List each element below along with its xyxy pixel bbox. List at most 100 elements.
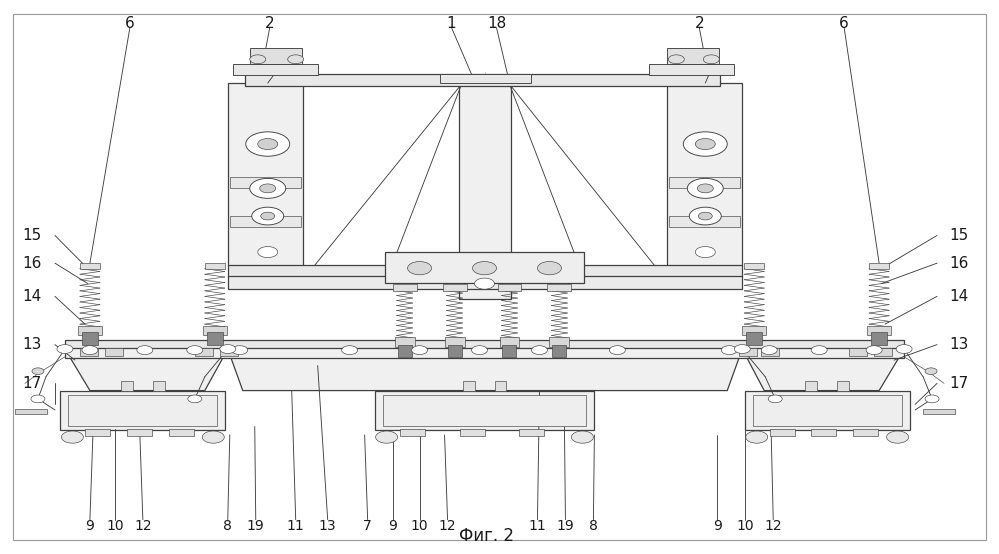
Bar xyxy=(220,348,238,356)
Text: 9: 9 xyxy=(86,519,94,534)
Bar xyxy=(68,395,218,426)
Text: 17: 17 xyxy=(22,376,41,391)
Text: 8: 8 xyxy=(224,519,232,534)
Bar xyxy=(228,265,742,277)
Circle shape xyxy=(57,345,73,353)
Bar xyxy=(80,263,100,269)
Bar xyxy=(65,340,904,349)
Circle shape xyxy=(250,178,286,198)
Circle shape xyxy=(531,346,547,355)
Circle shape xyxy=(31,395,45,403)
Bar xyxy=(849,348,867,356)
Bar xyxy=(230,177,301,188)
Bar xyxy=(867,326,891,335)
Bar xyxy=(746,332,762,345)
Text: 2: 2 xyxy=(265,16,275,31)
Text: 6: 6 xyxy=(125,16,135,31)
Text: 9: 9 xyxy=(713,519,721,534)
Text: 1: 1 xyxy=(447,16,457,31)
Bar xyxy=(874,348,892,356)
Circle shape xyxy=(683,132,727,156)
Text: 12: 12 xyxy=(439,519,457,534)
Bar xyxy=(228,276,742,289)
Text: 10: 10 xyxy=(736,519,754,534)
Bar xyxy=(60,391,225,430)
Bar xyxy=(230,216,301,227)
Bar xyxy=(448,345,462,357)
Bar xyxy=(769,429,795,436)
Circle shape xyxy=(342,346,358,355)
Text: 12: 12 xyxy=(134,519,152,534)
Text: 17: 17 xyxy=(950,376,969,391)
Circle shape xyxy=(925,368,937,375)
Circle shape xyxy=(258,247,278,258)
Circle shape xyxy=(232,346,248,355)
Text: 19: 19 xyxy=(556,519,574,534)
Circle shape xyxy=(896,345,912,353)
Circle shape xyxy=(768,395,782,403)
Circle shape xyxy=(734,345,750,353)
Bar xyxy=(82,332,98,345)
Bar xyxy=(127,429,152,436)
Bar xyxy=(739,348,757,356)
Text: 15: 15 xyxy=(22,228,41,243)
Bar xyxy=(228,83,303,266)
Bar xyxy=(15,409,47,414)
Bar xyxy=(85,429,110,436)
Circle shape xyxy=(761,346,777,355)
Bar xyxy=(203,326,227,335)
Bar xyxy=(385,252,584,283)
Bar xyxy=(853,429,878,436)
Text: 11: 11 xyxy=(287,519,305,534)
Bar xyxy=(744,391,909,430)
Bar xyxy=(375,391,594,430)
Text: 16: 16 xyxy=(22,255,41,271)
Circle shape xyxy=(246,132,290,156)
Circle shape xyxy=(252,207,284,225)
Bar xyxy=(78,326,102,335)
Bar xyxy=(753,395,901,426)
Bar xyxy=(169,429,194,436)
Text: 16: 16 xyxy=(950,255,969,271)
Circle shape xyxy=(668,55,684,64)
Bar xyxy=(463,381,475,391)
Bar xyxy=(498,284,521,291)
Bar xyxy=(245,74,720,86)
Circle shape xyxy=(609,346,625,355)
Circle shape xyxy=(258,138,278,150)
Circle shape xyxy=(32,368,44,375)
Text: 13: 13 xyxy=(950,337,969,352)
Circle shape xyxy=(61,431,83,443)
Circle shape xyxy=(472,346,488,355)
Bar xyxy=(811,429,836,436)
Circle shape xyxy=(202,431,224,443)
Text: 6: 6 xyxy=(839,16,849,31)
Circle shape xyxy=(250,55,266,64)
Circle shape xyxy=(925,395,939,403)
Bar xyxy=(233,64,318,75)
Bar xyxy=(153,381,165,391)
Bar xyxy=(80,348,98,356)
Bar xyxy=(65,348,904,358)
Text: 19: 19 xyxy=(247,519,265,534)
Polygon shape xyxy=(228,349,742,391)
Bar xyxy=(393,284,417,291)
Bar xyxy=(500,337,519,347)
Circle shape xyxy=(82,346,98,355)
Text: Фиг. 2: Фиг. 2 xyxy=(459,527,514,545)
Circle shape xyxy=(695,138,715,150)
Bar xyxy=(667,48,719,64)
Circle shape xyxy=(697,184,713,193)
Circle shape xyxy=(703,55,719,64)
Bar xyxy=(761,348,779,356)
Circle shape xyxy=(689,207,721,225)
Bar xyxy=(502,345,516,357)
Circle shape xyxy=(887,431,909,443)
Bar xyxy=(443,284,467,291)
Bar xyxy=(205,263,225,269)
Circle shape xyxy=(571,431,593,443)
Text: 2: 2 xyxy=(694,16,704,31)
Circle shape xyxy=(288,55,304,64)
Circle shape xyxy=(811,346,827,355)
Bar xyxy=(837,381,849,391)
